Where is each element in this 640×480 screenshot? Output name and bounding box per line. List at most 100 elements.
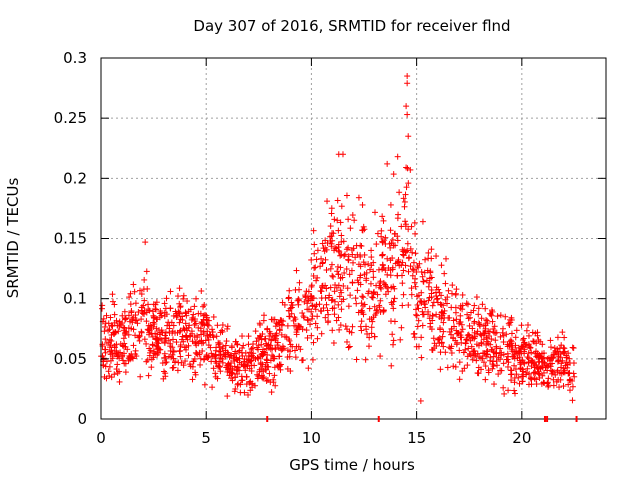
data-point xyxy=(122,360,129,367)
data-point xyxy=(211,353,218,360)
data-point xyxy=(227,352,234,359)
data-point xyxy=(449,290,456,297)
data-point xyxy=(494,313,501,320)
data-point xyxy=(550,376,557,383)
data-point xyxy=(542,364,549,371)
data-point xyxy=(485,332,492,339)
data-point xyxy=(102,363,109,370)
data-point xyxy=(497,333,504,340)
data-point xyxy=(519,337,526,344)
data-point xyxy=(508,330,515,337)
data-point xyxy=(178,336,185,343)
data-point xyxy=(145,372,152,379)
data-point xyxy=(536,371,543,378)
data-point xyxy=(305,365,312,372)
data-point xyxy=(471,352,478,359)
data-point xyxy=(296,279,303,286)
data-point xyxy=(154,339,161,346)
data-point xyxy=(429,313,436,320)
data-point xyxy=(292,316,299,323)
data-point xyxy=(253,338,260,345)
data-point xyxy=(423,277,430,284)
data-point xyxy=(513,327,520,334)
data-point xyxy=(185,324,192,331)
data-point xyxy=(150,348,157,355)
data-point xyxy=(414,323,421,330)
data-point xyxy=(525,341,532,348)
data-point xyxy=(464,362,471,369)
data-point xyxy=(203,312,210,319)
data-point xyxy=(524,322,531,329)
data-point xyxy=(138,316,145,323)
data-point xyxy=(329,230,336,237)
data-point xyxy=(399,280,406,287)
data-point xyxy=(346,328,353,335)
data-point xyxy=(527,344,534,351)
data-point xyxy=(394,237,401,244)
data-point xyxy=(319,259,326,266)
data-point xyxy=(169,344,176,351)
data-point xyxy=(380,217,387,224)
data-point xyxy=(419,322,426,329)
data-point xyxy=(500,360,507,367)
data-point xyxy=(161,350,168,357)
data-point xyxy=(252,328,259,335)
data-point xyxy=(370,289,377,296)
data-point xyxy=(565,381,572,388)
data-point xyxy=(349,323,356,330)
data-point xyxy=(284,322,291,329)
data-point xyxy=(355,194,362,201)
data-point xyxy=(347,292,354,299)
data-point xyxy=(360,294,367,301)
data-point xyxy=(480,336,487,343)
data-point xyxy=(457,302,464,309)
data-point xyxy=(349,212,356,219)
data-point xyxy=(293,331,300,338)
data-point xyxy=(199,321,206,328)
data-point xyxy=(241,358,248,365)
data-point xyxy=(268,336,275,343)
data-point xyxy=(346,343,353,350)
data-point xyxy=(148,364,155,371)
data-point xyxy=(437,301,444,308)
data-point xyxy=(563,354,570,361)
data-point xyxy=(485,367,492,374)
data-point xyxy=(345,244,352,251)
data-point xyxy=(243,373,250,380)
data-point xyxy=(412,275,419,282)
data-point xyxy=(370,314,377,321)
data-point xyxy=(376,304,383,311)
data-point xyxy=(276,353,283,360)
data-point xyxy=(557,376,564,383)
data-point xyxy=(255,355,262,362)
data-point xyxy=(246,379,253,386)
data-point xyxy=(180,325,187,332)
data-point xyxy=(254,335,261,342)
data-point xyxy=(255,373,262,380)
data-point xyxy=(367,266,374,273)
data-point xyxy=(175,293,182,300)
data-point xyxy=(269,345,276,352)
data-point xyxy=(531,369,538,376)
data-point xyxy=(311,241,318,248)
data-point xyxy=(324,319,331,326)
data-point xyxy=(473,294,480,301)
data-point xyxy=(533,381,540,388)
data-point xyxy=(216,364,223,371)
data-point xyxy=(421,269,428,276)
data-point xyxy=(113,341,120,348)
data-point xyxy=(234,371,241,378)
data-point xyxy=(127,354,134,361)
data-point xyxy=(377,278,384,285)
data-point xyxy=(437,326,444,333)
data-point xyxy=(143,340,150,347)
data-point xyxy=(404,111,411,118)
data-point xyxy=(452,304,459,311)
data-point xyxy=(437,366,444,373)
data-point xyxy=(506,322,513,329)
data-point xyxy=(268,389,275,396)
data-point xyxy=(180,362,187,369)
data-point xyxy=(189,376,196,383)
data-point xyxy=(475,311,482,318)
data-point xyxy=(271,372,278,379)
